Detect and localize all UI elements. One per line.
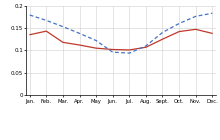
Legend: Measured Tsol, Calculated Tsol: Measured Tsol, Calculated Tsol — [66, 138, 176, 140]
